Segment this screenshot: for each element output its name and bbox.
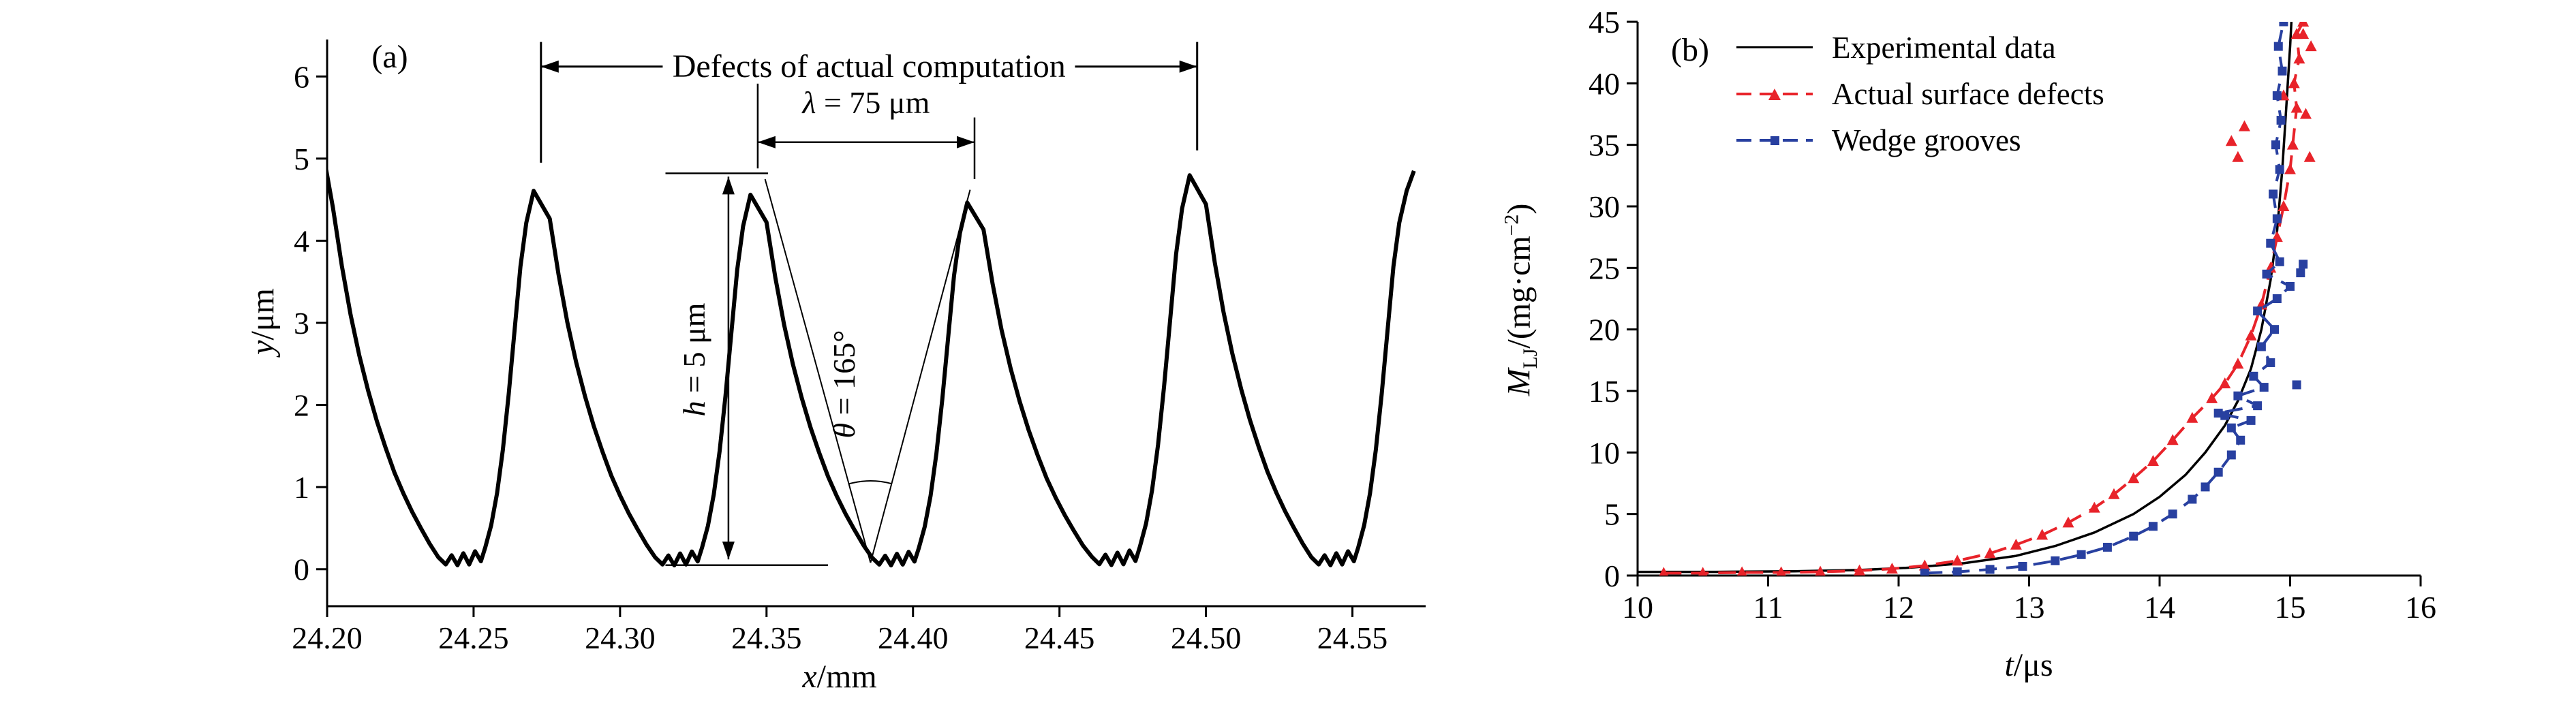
x-tick-label: 11 [1753, 590, 1783, 625]
legend-line-sample-experimental [1736, 40, 1813, 56]
tick-labels: 24.20 24.25 24.30 24.35 24.40 24.45 24.50 24.55… [292, 59, 1387, 655]
x-tick-label: 24.55 [1317, 620, 1388, 655]
y-tick-label: 10 [1589, 435, 1620, 470]
annotation-lines [540, 42, 1199, 566]
y-tick-label: 5 [1604, 497, 1620, 532]
x-axis-variable: x [802, 658, 817, 695]
x-axis-unit: /μs [2013, 646, 2053, 683]
y-axis-unit: /μm [244, 288, 281, 341]
y-tick-label: 0 [1604, 559, 1620, 593]
legend-line-sample-grooves [1736, 132, 1813, 148]
x-tick-label: 24.50 [1171, 620, 1242, 655]
axes [1627, 20, 2422, 586]
y-tick-label: 25 [1589, 251, 1620, 285]
y-tick-label: 6 [294, 59, 309, 94]
y-axis-subscript: LJ [1519, 348, 1542, 369]
lambda-symbol: λ [802, 84, 816, 120]
panel-a-y-axis-label: y/μm [244, 288, 281, 355]
h-symbol: h [677, 400, 712, 417]
y-tick-label: 0 [294, 552, 309, 587]
y-axis-variable: y [244, 340, 281, 355]
x-tick-label: 12 [1883, 590, 1914, 625]
y-tick-label: 35 [1589, 128, 1620, 163]
x-axis-variable: t [2004, 646, 2014, 683]
x-tick-label: 24.45 [1024, 620, 1095, 655]
h-value: = 5 μm [677, 302, 712, 401]
panel-a: 24.20 24.25 24.30 24.35 24.40 24.45 24.50 24.55… [244, 38, 1426, 695]
y-axis-exponent: −2 [1500, 214, 1523, 236]
arrowhead [722, 541, 735, 560]
y-tick-label: 1 [294, 470, 309, 505]
x-tick-label: 24.40 [878, 620, 949, 655]
surface-profile-chart: 24.20 24.25 24.30 24.35 24.40 24.45 24.50 24.55… [292, 40, 1426, 655]
y-tick-label: 20 [1589, 313, 1620, 347]
panel-a-x-axis-label: x/mm [802, 658, 877, 695]
y-tick-label: 3 [294, 306, 309, 341]
legend-label-defects: Actual surface defects [1832, 77, 2104, 111]
tick-labels: 10 11 12 13 14 15 16 0 5 10 15 20 25 30 35 40 45 [1589, 5, 2436, 625]
legend-square-marker [1770, 136, 1779, 145]
arrowhead [540, 60, 559, 73]
annotation-height-label: h = 5 μm [677, 302, 712, 417]
legend-item-actual-surface-defects: Actual surface defects [1736, 76, 2104, 112]
legend-label-experimental: Experimental data [1832, 31, 2056, 65]
series-plot-area [1638, 22, 2317, 576]
arrowhead [1179, 60, 1197, 73]
arrowhead [957, 136, 975, 148]
y-axis-unit-pre: /(mg·cm [1501, 236, 1537, 349]
x-tick-label: 14 [2144, 590, 2175, 625]
x-tick-label: 24.20 [292, 620, 363, 655]
theta-symbol: θ [826, 423, 861, 439]
x-tick-label: 15 [2275, 590, 2306, 625]
annotation-defects-label: Defects of actual computation [662, 49, 1075, 84]
annotation-angle-label: θ = 165° [826, 330, 861, 439]
mass-ablation-chart: 10 11 12 13 14 15 16 0 5 10 15 20 25 30 35 40 45 [1589, 5, 2436, 625]
legend-item-experimental-data: Experimental data [1736, 30, 2104, 65]
x-tick-label: 13 [2014, 590, 2045, 625]
legend-label-grooves: Wedge grooves [1832, 123, 2021, 157]
panel-b-label: (b) [1671, 31, 1709, 68]
legend: Experimental data Actual surface defects… [1736, 30, 2104, 158]
series-wedge-grooves [1920, 22, 2308, 576]
x-tick-label: 16 [2405, 590, 2436, 625]
panel-a-label: (a) [371, 38, 408, 75]
axes [316, 40, 1426, 617]
surface-profile-curve [327, 163, 1416, 568]
panel-b-y-axis-label: MLJ/(mg·cm−2) [1501, 204, 1542, 396]
legend-item-wedge-grooves: Wedge grooves [1736, 123, 2104, 158]
annotation-wavelength-label: λ = 75 μm [802, 84, 930, 120]
legend-triangle-marker [1768, 88, 1781, 100]
arrowhead [757, 136, 776, 148]
y-tick-label: 4 [294, 223, 309, 258]
y-axis-unit-post: ) [1501, 203, 1537, 215]
panel-b-x-axis-label: t/μs [2004, 648, 2053, 682]
arrowhead [722, 176, 735, 195]
y-axis-variable: M [1501, 368, 1537, 396]
theta-value: = 165° [826, 330, 861, 424]
x-tick-label: 24.35 [731, 620, 802, 655]
y-tick-label: 5 [294, 142, 309, 176]
lambda-value: = 75 μm [816, 84, 930, 120]
panel-b: 10 11 12 13 14 15 16 0 5 10 15 20 25 30 35 40 45 (b) t/μ… [1472, 0, 2576, 707]
x-tick-label: 10 [1622, 590, 1653, 625]
x-tick-label: 24.25 [438, 620, 509, 655]
y-tick-label: 15 [1589, 374, 1620, 409]
legend-line [1736, 46, 1813, 48]
y-tick-label: 45 [1589, 5, 1620, 40]
angle-arc [848, 480, 892, 485]
x-axis-unit: /mm [816, 658, 877, 695]
series-actual-surface-defects [1659, 22, 2317, 576]
y-tick-label: 30 [1589, 189, 1620, 224]
y-tick-label: 40 [1589, 66, 1620, 101]
legend-line-sample-defects [1736, 86, 1813, 102]
x-tick-label: 24.30 [585, 620, 656, 655]
y-tick-label: 2 [294, 388, 309, 423]
